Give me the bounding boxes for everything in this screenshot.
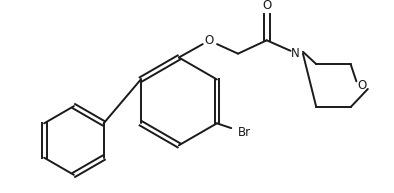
Text: O: O (262, 0, 271, 12)
Text: N: N (291, 47, 300, 60)
Text: O: O (357, 79, 367, 92)
Text: Br: Br (238, 126, 251, 139)
Text: O: O (205, 34, 214, 47)
